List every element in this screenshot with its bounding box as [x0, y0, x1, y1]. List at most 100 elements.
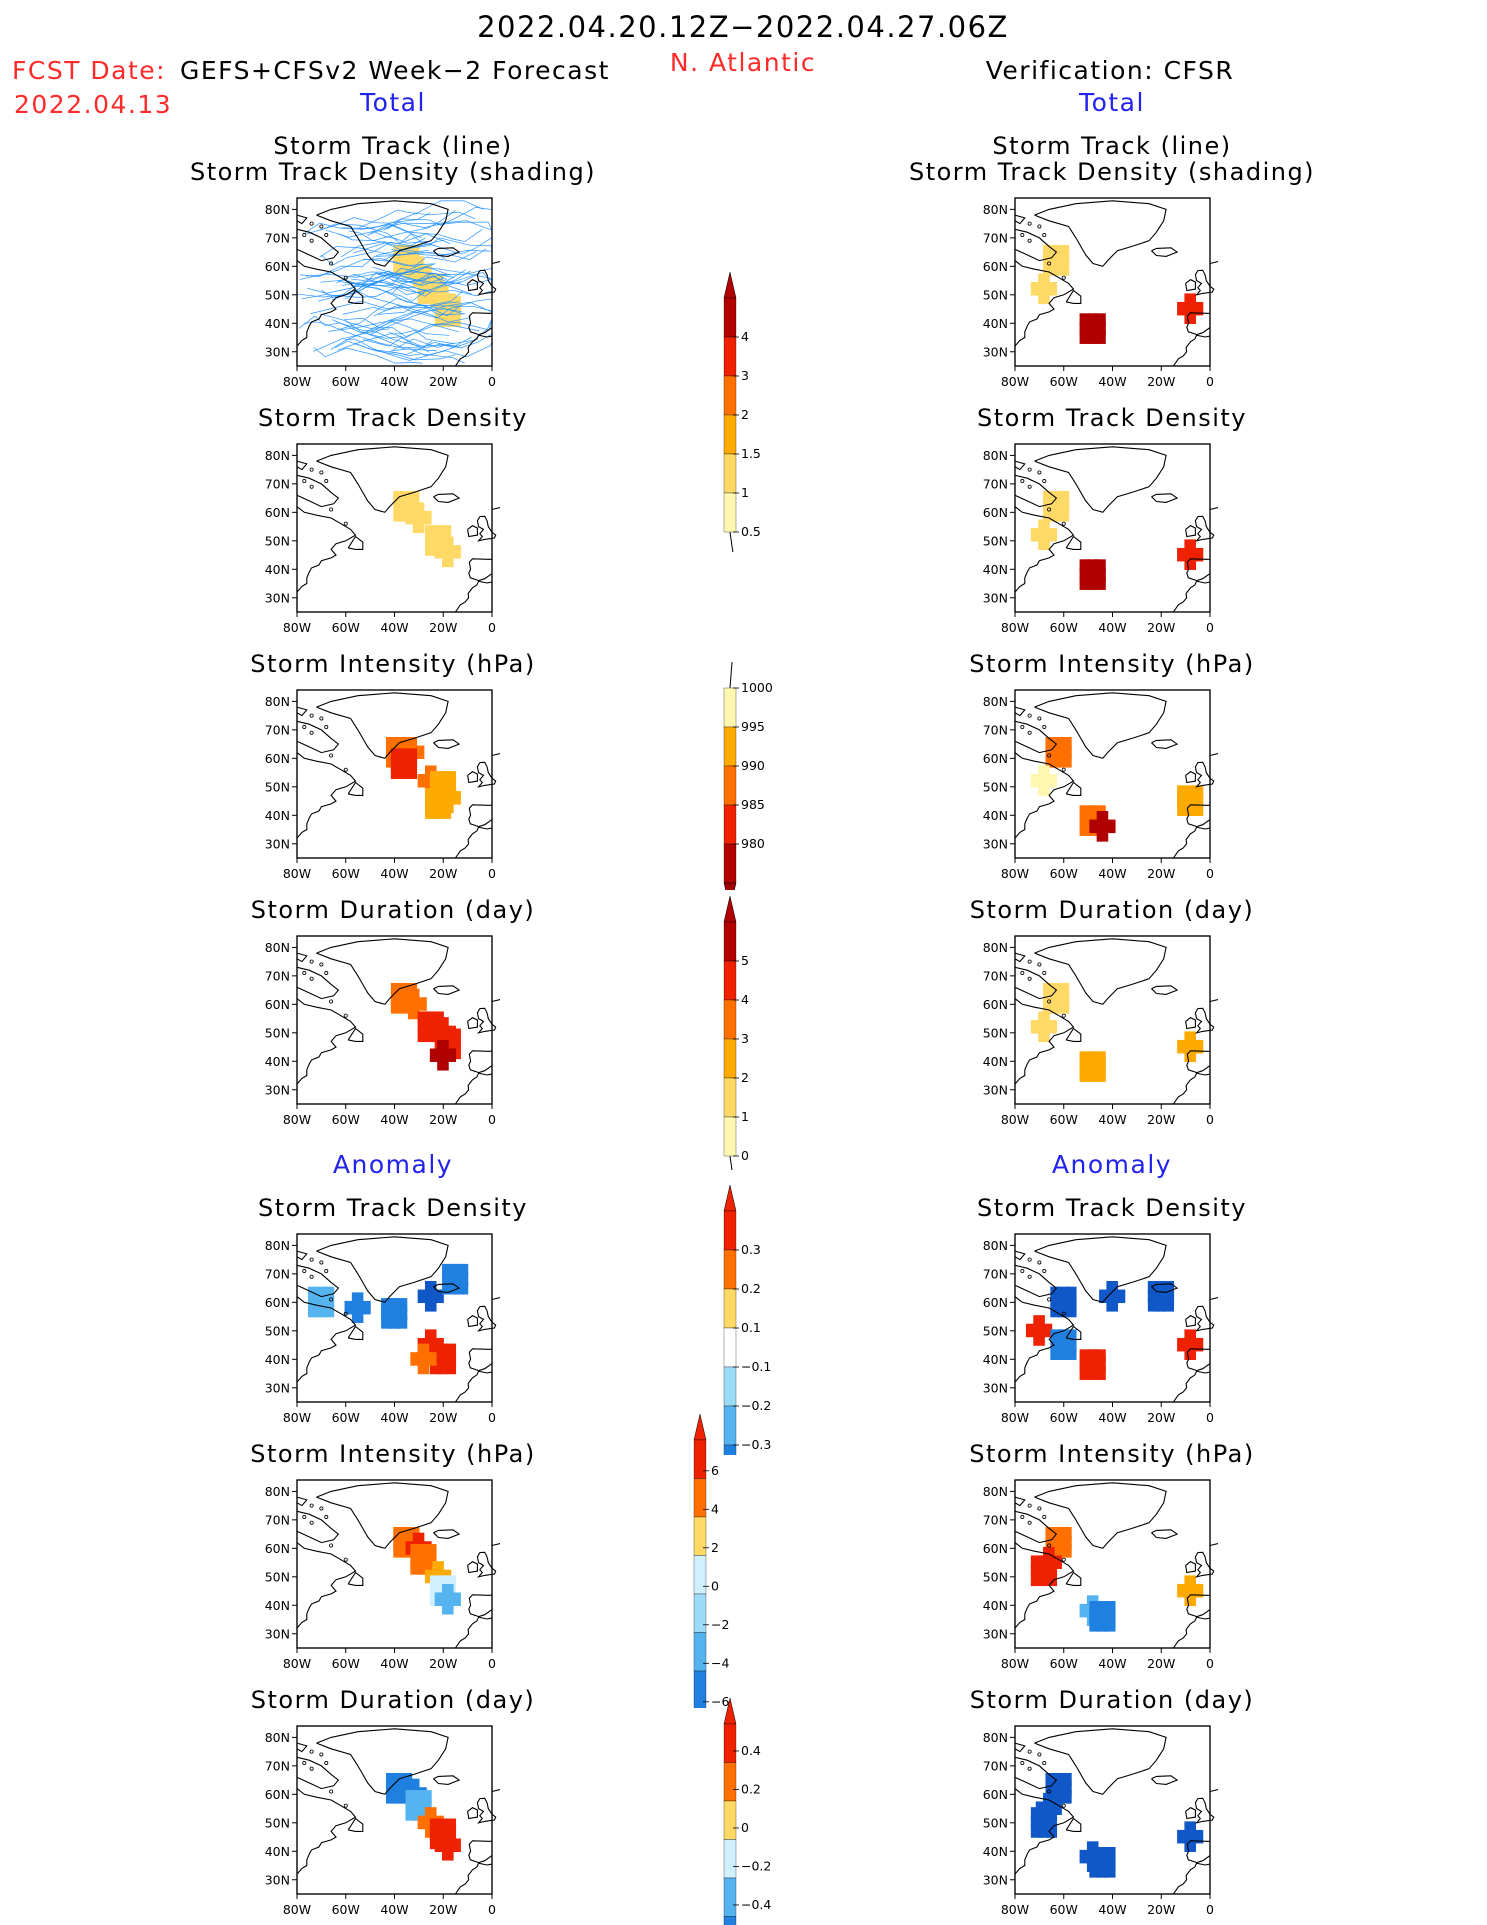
title-anom-intensity-left: Storm Intensity (hPa)	[250, 1440, 536, 1468]
data-cell-9-4	[444, 1575, 457, 1589]
cb4-label-0: 6	[711, 1463, 719, 1478]
data-cell-12-0	[1052, 1544, 1065, 1558]
data-cell-8-7	[424, 1352, 437, 1366]
data-cell-11-0	[1050, 1295, 1062, 1309]
data-cell-5-0	[1050, 508, 1062, 522]
data-cell-8-4	[449, 1272, 461, 1286]
data-cell-7-3	[1177, 1039, 1189, 1054]
lon-tick-label-13-1: 60W	[1050, 1902, 1078, 1917]
lat-tick-label-12-1: 70N	[983, 1512, 1008, 1527]
data-cell-8-4	[456, 1263, 469, 1278]
title-intensity-left: Storm Intensity (hPa)	[250, 650, 536, 678]
data-cell-12-2	[1045, 1564, 1058, 1578]
data-cell-13-5	[1184, 1838, 1196, 1852]
data-cell-8-2	[388, 1315, 400, 1329]
lon-tick-label-13-3: 20W	[1147, 1902, 1175, 1917]
data-cell-7-1	[1045, 1020, 1058, 1034]
lat-tick-label-0-1: 70N	[265, 230, 290, 245]
title-anom-density-left: Storm Track Density	[258, 1194, 528, 1222]
fcst-label: FCST Date:	[12, 56, 167, 85]
lat-tick-label-0-5: 30N	[265, 344, 290, 359]
cb4-top-arrow	[693, 1413, 707, 1441]
data-cell-7-2	[1079, 1059, 1092, 1074]
data-cell-4-2	[1079, 313, 1092, 327]
data-cell-6-3	[1096, 828, 1109, 842]
data-cell-1-3	[442, 545, 454, 559]
data-cell-6-1	[1038, 782, 1050, 797]
data-cell-11-6	[1064, 1337, 1077, 1352]
data-cell-11-1	[1099, 1289, 1111, 1304]
data-cells-7	[1030, 982, 1204, 1082]
lon-tick-label-10-4: 0	[488, 1902, 496, 1917]
data-cell-8-3	[424, 1289, 437, 1304]
data-cell-2-2	[390, 765, 403, 779]
data-cell-2-2	[398, 748, 410, 762]
cb5-segments	[723, 1697, 737, 1925]
data-cell-13-2	[1030, 1815, 1043, 1830]
lat-tick-label-13-2: 60N	[983, 1787, 1008, 1802]
lon-tick-label-13-0: 80W	[1001, 1902, 1029, 1917]
data-cell-13-5	[1177, 1829, 1189, 1844]
data-cell-4-2	[1079, 330, 1092, 344]
data-cell-4-0	[1043, 253, 1055, 268]
cb4-label-2: 2	[711, 1540, 719, 1555]
lon-tick-label-8-1: 60W	[332, 1410, 360, 1425]
coastlines-0	[296, 200, 500, 367]
lat-tick-label-11-5: 30N	[983, 1380, 1008, 1395]
data-cell-8-4	[449, 1280, 461, 1295]
lon-tick-label-10-1: 60W	[332, 1902, 360, 1917]
coastlines-5	[1014, 446, 1218, 613]
data-cell-11-0	[1057, 1303, 1070, 1318]
title-anom-density-right: Storm Track Density	[977, 1194, 1247, 1222]
data-cell-11-5	[1184, 1329, 1196, 1343]
data-cell-8-0	[307, 1303, 320, 1318]
map-forecast-total-duration: 80W 60W 40W 20W 0 80N 70N 60N 50N 40N 30N	[265, 935, 500, 1127]
data-cell-2-2	[405, 765, 418, 779]
data-cell-3-1	[400, 997, 413, 1011]
lat-tick-label-12-5: 30N	[983, 1626, 1008, 1641]
lat-tick-label-1-0: 80N	[265, 448, 290, 463]
lon-tick-label-3-0: 80W	[283, 1112, 311, 1127]
cb5-seg-1	[723, 1762, 737, 1802]
cb4-label-5: −4	[711, 1655, 729, 1670]
data-cell-8-7	[410, 1352, 422, 1366]
lon-tick-label-3-1: 60W	[332, 1112, 360, 1127]
data-cell-12-3	[1079, 1603, 1092, 1618]
data-cell-8-1	[351, 1300, 364, 1315]
lat-tick-label-7-1: 70N	[983, 968, 1008, 983]
map-forecast-anom-duration: 80W 60W 40W 20W 0 80N 70N 60N 50N 40N 30N	[265, 1725, 500, 1917]
lat-tick-label-2-5: 30N	[265, 836, 290, 851]
left-anomaly-label: Anomaly	[332, 1150, 454, 1179]
data-cell-8-4	[442, 1280, 454, 1295]
data-cell-4-3	[1184, 310, 1196, 324]
data-cell-6-3	[1103, 819, 1116, 834]
data-cell-5-2	[1079, 567, 1092, 582]
data-cell-0-0	[400, 253, 413, 268]
lat-tick-label-3-3: 50N	[265, 1025, 290, 1040]
lat-tick-label-8-0: 80N	[265, 1238, 290, 1253]
data-cell-5-2	[1086, 567, 1099, 582]
data-cell-10-0	[393, 1790, 405, 1804]
data-cell-7-2	[1086, 1068, 1099, 1082]
data-cell-2-4	[444, 771, 457, 785]
data-cell-7-1	[1038, 1020, 1050, 1034]
data-cell-11-4	[1079, 1366, 1092, 1380]
data-cell-9-5	[434, 1592, 447, 1606]
data-cell-2-6	[424, 796, 437, 811]
lon-tick-label-11-3: 20W	[1147, 1410, 1175, 1425]
data-cell-13-4	[1089, 1855, 1101, 1870]
data-cell-6-4	[1184, 793, 1196, 808]
lat-tick-label-12-0: 80N	[983, 1484, 1008, 1499]
data-cell-1-2	[432, 533, 444, 548]
data-cell-0-4	[434, 304, 447, 319]
data-cell-11-6	[1057, 1346, 1070, 1360]
data-cell-10-4	[429, 1818, 442, 1833]
data-cell-3-4	[449, 1028, 461, 1043]
data-cell-9-5	[449, 1592, 461, 1606]
data-cell-11-1	[1106, 1289, 1118, 1304]
data-cell-7-3	[1184, 1048, 1196, 1062]
cb2-seg-3	[723, 1038, 737, 1079]
data-cell-0-4	[449, 313, 461, 327]
right-anomaly-label: Anomaly	[1051, 1150, 1173, 1179]
lon-tick-label-9-4: 0	[488, 1656, 496, 1671]
